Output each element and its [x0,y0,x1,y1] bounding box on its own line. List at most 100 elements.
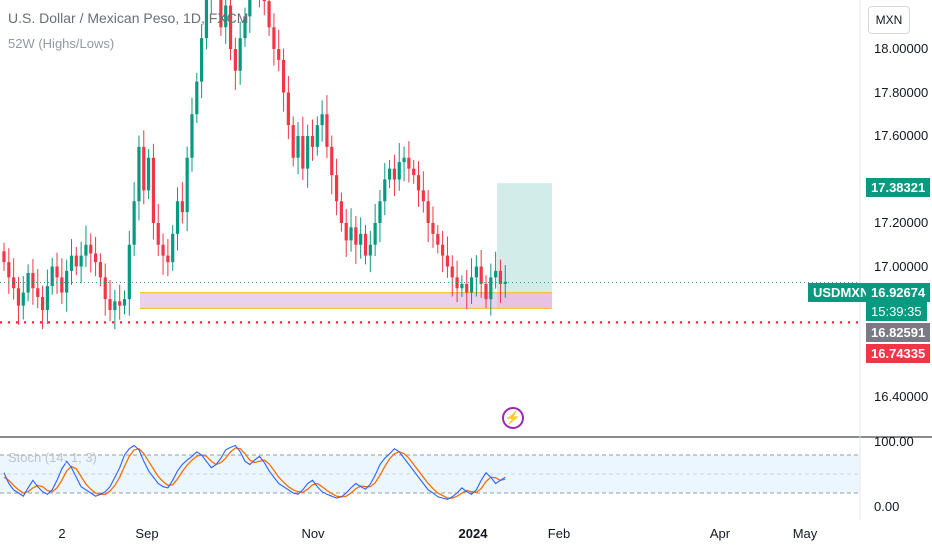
candle-body [469,277,474,293]
candle-body [484,283,488,300]
stoch-k-line [3,444,506,500]
candle-body [392,168,397,180]
candle-body [238,38,242,71]
candle-body [98,262,102,278]
last-price-tag: 16.92674 [866,283,931,302]
candle-body [21,292,25,306]
candle-body [36,288,40,297]
candle-body [219,0,223,28]
candle-body [344,223,348,241]
candle-body [262,0,266,2]
candle-body [132,201,136,245]
candle-body [180,201,184,213]
candle-body [460,283,464,289]
candle-body [161,244,165,256]
candle-body [315,125,319,147]
time-axis-label: Feb [547,526,571,541]
candle-body [127,244,131,300]
stochastic-panel [0,444,860,500]
price-axis-label: 18.00000 [874,41,929,56]
candle-body [204,0,209,39]
candle-body [291,125,295,158]
candle-body [281,59,286,93]
time-axis-label: Nov [301,526,325,541]
candle-body [479,266,483,284]
candle-body [334,175,339,202]
candle-body [407,157,411,169]
candle-body [45,286,49,310]
candle-body [450,266,454,278]
candle-body [330,146,334,176]
gridlines [0,0,932,520]
candle-body [431,223,435,234]
entry-price-tag: 16.82591 [866,323,931,342]
candle-body [228,5,233,49]
time-axis-label: Apr [709,526,731,541]
time-axis-label: May [792,526,818,541]
candle-body [243,16,247,39]
stoch-d-line [3,447,506,499]
candle-body [69,255,74,271]
candle-body [306,136,310,169]
candle-body [412,168,416,176]
target-price-tag: 17.38321 [866,178,931,197]
candle-body [445,255,450,267]
price-axis-label: 17.60000 [874,128,929,143]
candle-body [40,296,45,310]
candle-body [171,233,175,263]
candle-body [31,273,35,289]
support-zone [140,292,552,309]
candle-body [339,201,343,223]
candle-body [7,262,11,278]
indicator-label[interactable]: 52W (Highs/Lows) [8,36,115,51]
candle-body [2,251,6,263]
candle-body [373,223,377,245]
candle-body [494,270,498,278]
candle-body [137,146,141,202]
chart-title: U.S. Dollar / Mexican Peso, 1D, FXCM [8,10,249,26]
candle-body [349,227,353,241]
currency-button[interactable]: MXN [868,6,910,34]
candle-body [354,227,358,245]
candle-body [151,157,156,223]
candle-body [301,136,305,169]
candle-body [383,179,387,202]
price-axis-label: 17.80000 [874,84,929,100]
candle-body [397,162,401,180]
candle-body [489,277,493,300]
candle-body [113,301,117,310]
candle-body [388,168,392,180]
lightning-bolt-icon[interactable]: ⚡ [502,407,524,429]
candle-body [195,81,199,115]
candle-body [118,301,122,306]
candle-body [103,277,107,300]
target-zone [497,183,552,293]
candle-body [147,157,151,191]
candle-body [89,244,93,254]
candle-body [498,270,503,284]
candle-body [325,114,329,147]
stoch-axis-label: 0.00 [874,499,900,514]
candle-body [156,223,160,245]
candles [2,0,507,330]
price-axis-label: 16.40000 [874,389,929,404]
candle-body [233,49,237,71]
candle-body [50,266,54,287]
candle-body [108,299,112,310]
candle-body [79,255,83,267]
candle-body [421,190,425,202]
candle-body [65,270,69,293]
stoch-label[interactable]: Stoch (14, 1, 3) [8,450,97,465]
candle-body [441,244,445,256]
candle-body [455,277,459,289]
candle-body [378,201,382,223]
countdown-tag: 15:39:35 [866,302,927,321]
candle-body [185,157,189,213]
candle-body [359,233,363,245]
candle-body [426,201,430,223]
candle-body [436,233,440,245]
candle-body [503,281,507,284]
candle-body [320,114,324,126]
